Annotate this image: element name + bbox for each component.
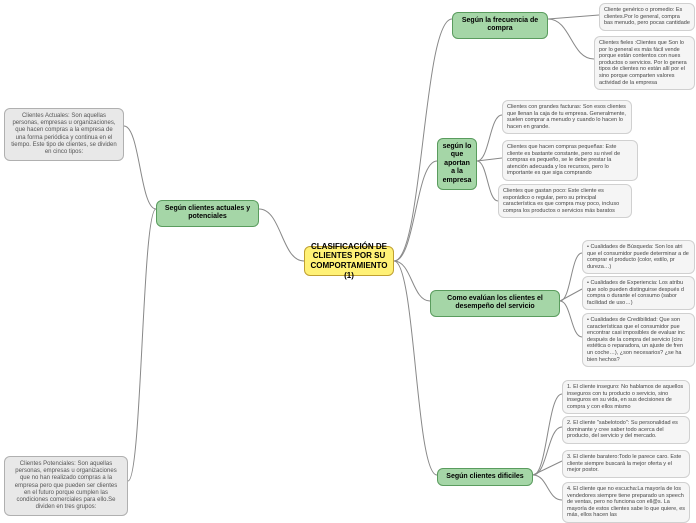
leaf-aportan-1[interactable]: Clientes que hacen compras pequeñas: Est…	[502, 140, 638, 181]
branch-frecuencia[interactable]: Según la frecuencia de compra	[452, 12, 548, 39]
leaf-frecuencia-1[interactable]: Clientes fieles :Clientes que Son lo por…	[594, 36, 695, 90]
branch-actuales[interactable]: Según clientes actuales y potenciales	[156, 200, 259, 227]
gleaf-actuales-1[interactable]: Clientes Potenciales: Son aquellas perso…	[4, 456, 128, 516]
leaf-frecuencia-0[interactable]: Cliente genérico o promedio: Es clientes…	[599, 3, 695, 31]
leaf-dificiles-0[interactable]: 1. El cliente inseguro: No hablamos de a…	[562, 380, 690, 414]
branch-evaluan[interactable]: Como evalúan los clientes el desempeño d…	[430, 290, 560, 317]
leaf-dificiles-3[interactable]: 4. El cliente que no escucha:La mayoría …	[562, 482, 690, 523]
leaf-aportan-2[interactable]: Clientes que gastan poco: Este cliente e…	[498, 184, 632, 218]
branch-aportan[interactable]: según lo que aportan a la empresa	[437, 138, 477, 190]
branch-dificiles[interactable]: Según clientes dificiles	[437, 468, 533, 486]
leaf-aportan-0[interactable]: Clientes con grandes facturas: Son esos …	[502, 100, 632, 134]
leaf-evaluan-0[interactable]: • Cualidades de Búsqueda: Son los atri q…	[582, 240, 695, 274]
leaf-evaluan-2[interactable]: • Cualidades de Credibilidad: Que son ca…	[582, 313, 695, 367]
leaf-evaluan-1[interactable]: • Cualidades de Experiencia: Los atribu …	[582, 276, 695, 310]
center-node[interactable]: CLASIFICACIÓN DE CLIENTES POR SU COMPORT…	[304, 246, 394, 276]
leaf-dificiles-1[interactable]: 2. El cliente "sabelotodo": Su personali…	[562, 416, 690, 444]
gleaf-actuales-0[interactable]: Clientes Actuales: Son aquellas personas…	[4, 108, 124, 161]
leaf-dificiles-2[interactable]: 3. El cliente baratero:Todo le parece ca…	[562, 450, 690, 478]
